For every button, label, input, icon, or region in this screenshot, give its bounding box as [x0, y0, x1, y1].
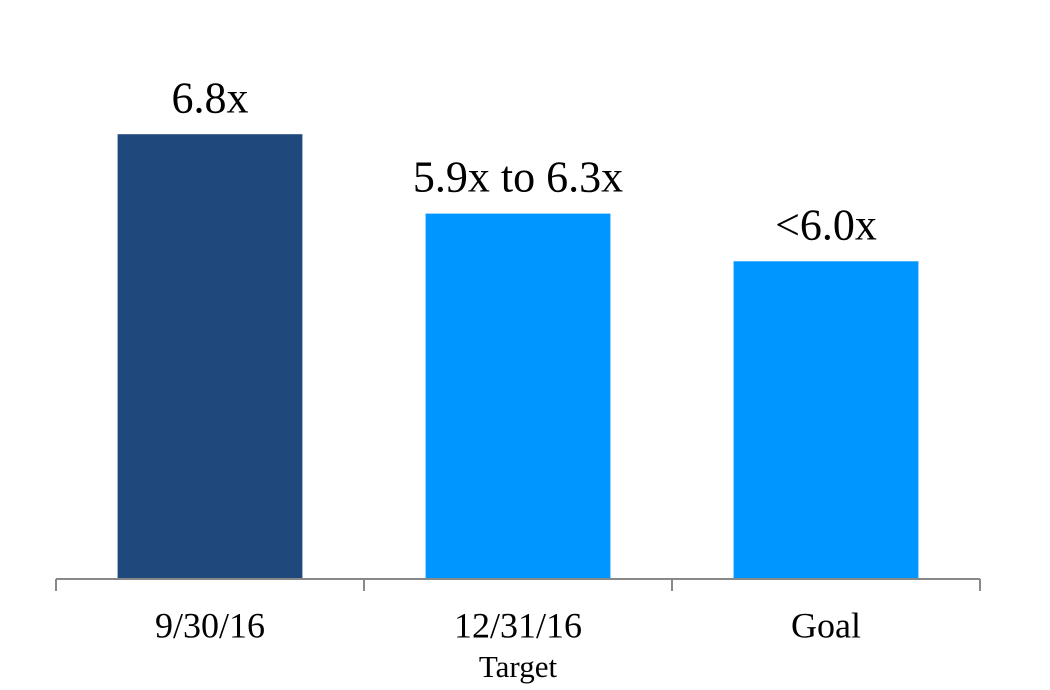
bar — [117, 134, 303, 579]
value-label: 5.9x to 6.3x — [413, 153, 623, 202]
value-label: 6.8x — [172, 73, 249, 122]
x-sublabel: Target — [479, 649, 558, 684]
x-tick-label: 9/30/16 — [155, 605, 265, 645]
x-tick-label: Goal — [791, 605, 861, 645]
value-label: <6.0x — [775, 200, 877, 249]
bar — [733, 261, 919, 579]
x-tick-label: 12/31/16 — [454, 605, 582, 645]
bar — [425, 213, 611, 579]
